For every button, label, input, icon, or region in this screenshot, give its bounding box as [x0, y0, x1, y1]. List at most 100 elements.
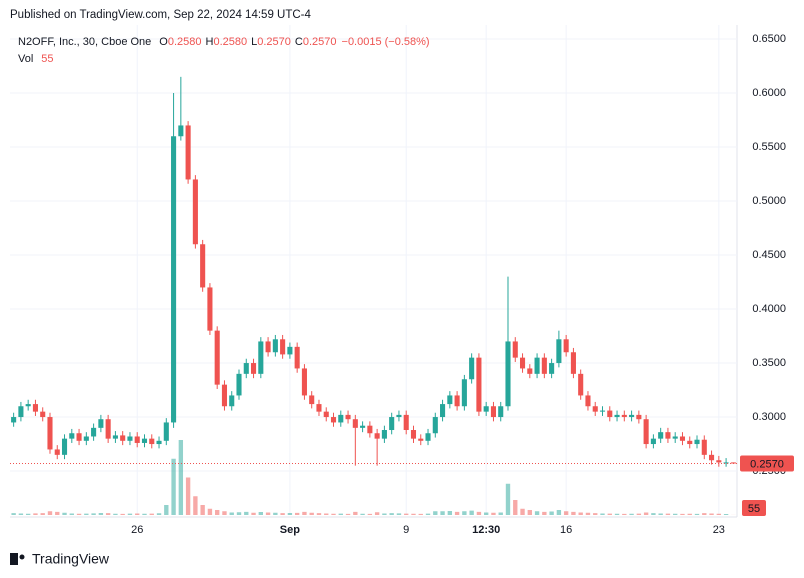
last-volume-box [742, 500, 766, 516]
legend: N2OFF, Inc., 30, Cboe One O0.2580 H0.2580 L… [18, 36, 430, 48]
candle-body [229, 395, 235, 407]
candle-body [11, 417, 17, 423]
candle-body [345, 414, 351, 420]
header: Published on TradingView.com, Sep 22, 20… [10, 9, 311, 21]
volume-bar [469, 510, 474, 515]
volume-bar [200, 505, 205, 515]
brand-icon-dot [19, 554, 25, 560]
x-tick-label: 16 [560, 524, 572, 536]
candle-body [723, 462, 729, 464]
legend-field-value: 0.2580 [168, 36, 202, 48]
candle-body [447, 395, 453, 405]
volume-bar [593, 513, 598, 515]
candle-body [643, 419, 649, 445]
candle-body [578, 373, 584, 396]
candle-body [534, 357, 540, 374]
candle-body [527, 368, 533, 374]
candle-body [54, 449, 60, 455]
candle-body [156, 440, 162, 445]
candle-body [105, 419, 111, 439]
candle-body [425, 433, 431, 441]
volume-bar [600, 513, 605, 515]
candle-body [403, 414, 409, 431]
legend-field-label: L [251, 36, 257, 48]
candle-body [294, 346, 300, 369]
volume-bar [135, 513, 140, 515]
candle-body [672, 436, 678, 439]
candle-body [389, 417, 395, 431]
volume-bar [709, 513, 714, 515]
candle-body [83, 436, 89, 441]
candle-body [32, 404, 38, 412]
candle-body [76, 433, 82, 441]
candle-body [251, 363, 257, 374]
volume-bar [578, 512, 583, 515]
legend-volume-label: Vol [18, 53, 33, 65]
candle-body [483, 406, 489, 412]
candle-body [265, 341, 271, 353]
candle-body [709, 454, 715, 461]
volume-bar [302, 511, 307, 515]
volume-bar [556, 510, 562, 515]
volume-bar [258, 512, 263, 515]
candle-body [621, 414, 627, 418]
volume-bar [273, 512, 278, 515]
volume-bar [171, 458, 176, 515]
volume-bar [723, 514, 729, 515]
legend-volume: Vol 55 [18, 53, 54, 65]
candle-body [505, 341, 511, 407]
brand-icon [10, 553, 18, 565]
volume-bar [665, 513, 671, 515]
volume-bar [164, 505, 169, 515]
volume-bar [105, 513, 111, 515]
volume-bar [585, 512, 591, 515]
candle-body [352, 419, 358, 428]
candle-body [563, 339, 569, 353]
volume-bar [404, 513, 409, 515]
volume-bar [98, 513, 104, 515]
volume-bar [40, 513, 45, 515]
volume-bar [680, 513, 685, 515]
brand-name: TradingView [32, 551, 110, 567]
volume-bar [251, 512, 256, 515]
volume-bar [505, 483, 511, 515]
volume-bar [222, 511, 227, 515]
candle-body [141, 438, 148, 443]
candle-body [585, 395, 591, 407]
volume-bar [673, 513, 678, 515]
candle-body [243, 363, 249, 374]
legend-field-value: 0.2580 [213, 36, 247, 48]
volume-bar [149, 513, 154, 515]
candle-body [367, 425, 373, 434]
x-tick-label: Sep [280, 524, 300, 536]
volume-bar [571, 511, 576, 515]
volume-bar [389, 513, 394, 515]
candle-body [498, 406, 504, 418]
volume-bar [367, 513, 373, 515]
candle-body [185, 125, 191, 180]
volume-bar [622, 513, 627, 515]
volume-bar [542, 511, 547, 515]
volume-bar [629, 513, 634, 515]
legend-field-value: 0.2570 [257, 36, 291, 48]
candle-body [454, 395, 460, 407]
volume-bar [396, 513, 402, 515]
volume-bar [563, 511, 569, 515]
volume-bar [462, 511, 467, 515]
volume-bar [658, 513, 663, 515]
candle-body [374, 433, 380, 439]
candle-body [207, 287, 213, 331]
candle-body [701, 439, 707, 455]
candle-body [556, 339, 562, 364]
volume-bar [702, 513, 707, 515]
legend-field-value: 0.2570 [303, 36, 337, 48]
candle-body [679, 436, 686, 441]
candle-body [178, 125, 184, 137]
volume-bar [418, 513, 423, 515]
candle-body [134, 436, 140, 443]
volume-bar [447, 511, 453, 515]
candle-body [541, 357, 547, 374]
